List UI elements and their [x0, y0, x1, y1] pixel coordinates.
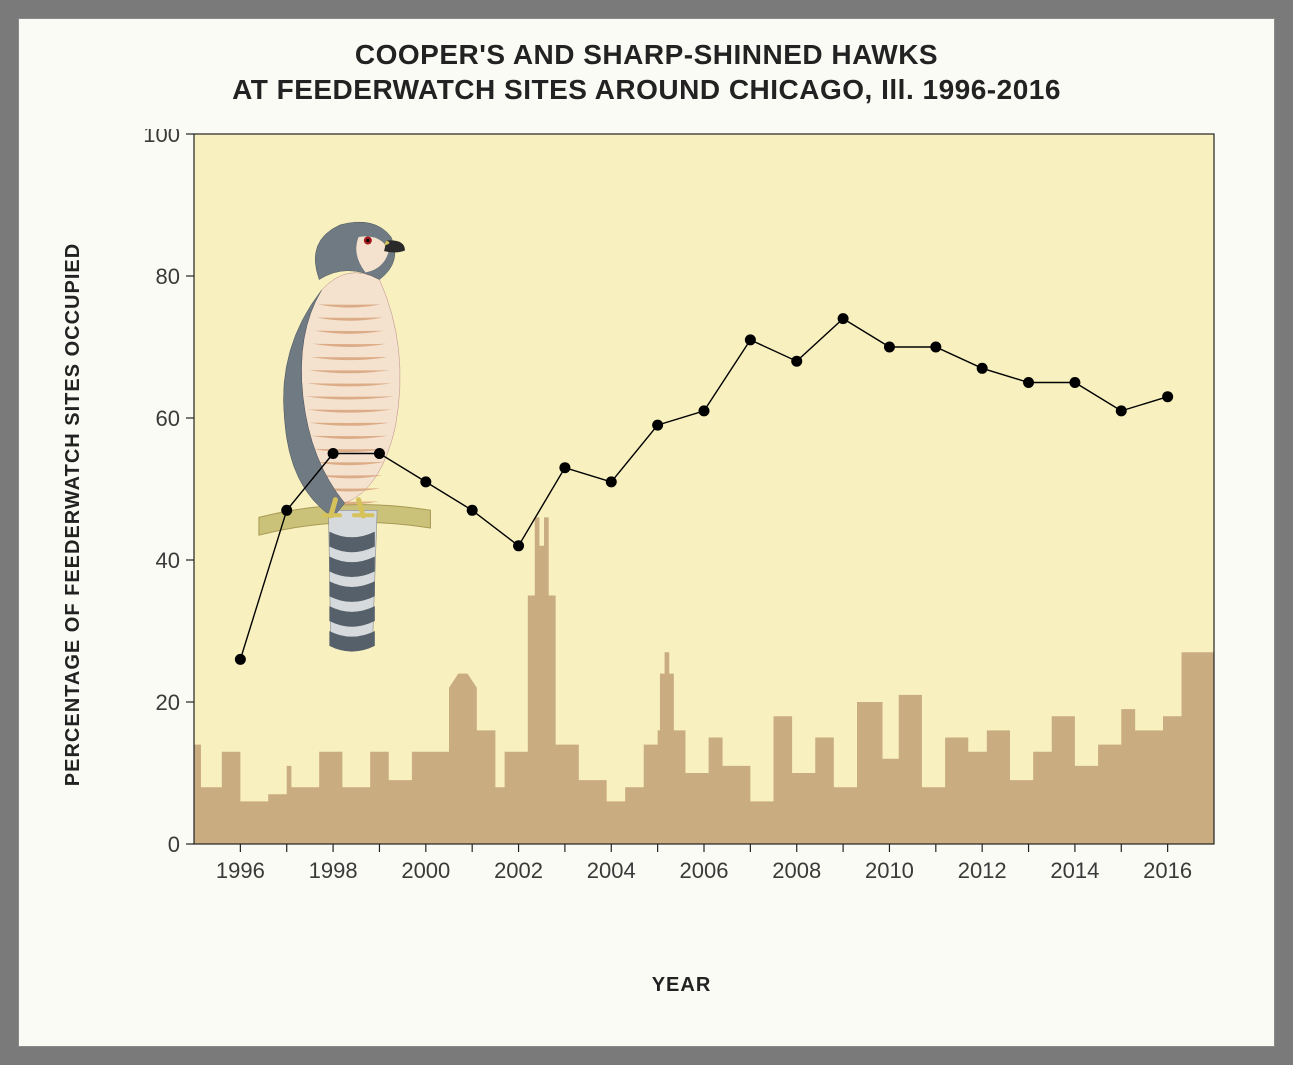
data-point [420, 476, 431, 487]
xtick-label: 2002 [494, 858, 543, 883]
x-axis-label: YEAR [139, 974, 1224, 997]
data-point [235, 654, 246, 665]
ytick-label: 40 [156, 548, 180, 573]
data-point [977, 363, 988, 374]
ytick-label: 0 [168, 832, 180, 857]
data-point [1162, 391, 1173, 402]
data-point [745, 334, 756, 345]
data-point [791, 356, 802, 367]
data-point [1023, 377, 1034, 388]
data-point [884, 342, 895, 353]
ytick-label: 80 [156, 264, 180, 289]
data-point [652, 420, 663, 431]
plot-area: 0 20 40 60 80 100 1996 1998 2000 2002 2004 2006 2008… [139, 129, 1224, 899]
ytick-label: 100 [143, 129, 180, 147]
hawk-tail [328, 510, 377, 651]
title-line-2: AT FEEDERWATCH SITES AROUND CHICAGO, Ill… [232, 74, 1061, 105]
ytick-label: 60 [156, 406, 180, 431]
xtick-label: 2000 [401, 858, 450, 883]
title-line-1: COOPER'S AND SHARP-SHINNED HAWKS [355, 39, 938, 70]
data-point [838, 313, 849, 324]
xtick-label: 2010 [865, 858, 914, 883]
data-point [559, 462, 570, 473]
y-axis-label-text: PERCENTAGE OF FEEDERWATCH SITES OCCUPIED [63, 242, 86, 785]
data-point [281, 505, 292, 516]
data-point [374, 448, 385, 459]
x-axis-label-text: YEAR [652, 974, 712, 996]
y-axis-label: PERCENTAGE OF FEEDERWATCH SITES OCCUPIED [59, 129, 89, 899]
data-point [513, 540, 524, 551]
xtick-label: 2008 [772, 858, 821, 883]
data-point [328, 448, 339, 459]
ytick-label: 20 [156, 690, 180, 715]
xtick-label: 2016 [1143, 858, 1192, 883]
xtick-label: 2012 [958, 858, 1007, 883]
data-point [1069, 377, 1080, 388]
data-point [467, 505, 478, 516]
chart-panel: COOPER'S AND SHARP-SHINNED HAWKS AT FEED… [18, 18, 1275, 1047]
data-point [1116, 405, 1127, 416]
chart-svg: 0 20 40 60 80 100 1996 1998 2000 2002 2004 2006 2008… [139, 129, 1224, 899]
data-point [930, 342, 941, 353]
xtick-label: 1996 [216, 858, 265, 883]
xtick-label: 2006 [680, 858, 729, 883]
xtick-label: 2014 [1050, 858, 1099, 883]
data-point [606, 476, 617, 487]
data-point [699, 405, 710, 416]
xtick-label: 1998 [309, 858, 358, 883]
chart-title: COOPER'S AND SHARP-SHINNED HAWKS AT FEED… [19, 37, 1274, 107]
xtick-label: 2004 [587, 858, 636, 883]
outer-frame: COOPER'S AND SHARP-SHINNED HAWKS AT FEED… [0, 0, 1293, 1065]
